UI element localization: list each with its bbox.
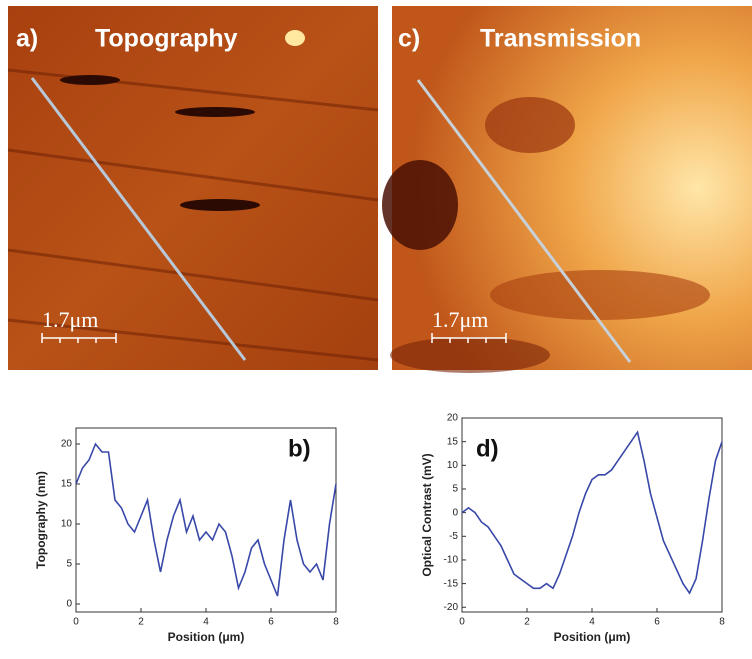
- y-tick-label: -10: [444, 555, 459, 566]
- x-axis-label: Position (μm): [554, 630, 631, 644]
- x-tick-label: 6: [268, 617, 274, 628]
- image-title: Transmission: [480, 25, 641, 53]
- x-tick-label: 0: [73, 617, 79, 628]
- data-line: [76, 444, 336, 596]
- x-tick-label: 4: [589, 617, 595, 628]
- y-axis-label: Topography (nm): [34, 471, 48, 569]
- y-tick-label: -20: [444, 602, 459, 613]
- y-tick-label: -15: [444, 578, 459, 589]
- topography-image: a) Topography 1.7μm: [8, 6, 378, 370]
- data-line: [462, 432, 722, 593]
- panel-label: c): [398, 25, 420, 53]
- y-tick-label: 10: [61, 519, 73, 530]
- y-tick-label: 15: [447, 436, 459, 447]
- y-tick-label: 20: [447, 413, 459, 424]
- transmission-image: c) Transmission 1.7μm: [382, 6, 752, 373]
- y-tick-label: 10: [447, 460, 459, 471]
- y-tick-label: -5: [449, 531, 458, 542]
- x-tick-label: 2: [524, 617, 530, 628]
- image-title: Topography: [95, 25, 238, 53]
- x-tick-label: 8: [333, 617, 339, 628]
- panel-label: d): [476, 435, 499, 462]
- x-tick-label: 0: [459, 617, 465, 628]
- scale-bar-label: 1.7μm: [42, 307, 98, 332]
- y-tick-label: 20: [61, 439, 73, 450]
- y-tick-label: 15: [61, 479, 73, 490]
- y-tick-label: 5: [452, 484, 458, 495]
- scale-bar-label: 1.7μm: [432, 307, 488, 332]
- x-tick-label: 8: [719, 617, 725, 628]
- y-tick-label: 5: [66, 559, 72, 570]
- panel-label: a): [16, 25, 38, 53]
- x-tick-label: 4: [203, 617, 209, 628]
- x-tick-label: 2: [138, 617, 144, 628]
- x-tick-label: 6: [654, 617, 660, 628]
- y-tick-label: 0: [66, 599, 72, 610]
- x-axis-label: Position (μm): [168, 630, 245, 644]
- panel-label: b): [288, 435, 311, 462]
- y-axis-label: Optical Contrast (mV): [420, 453, 434, 576]
- figure: a) Topography 1.7μm c) Transmission 1.7μ…: [0, 0, 752, 654]
- y-tick-label: 0: [452, 507, 458, 518]
